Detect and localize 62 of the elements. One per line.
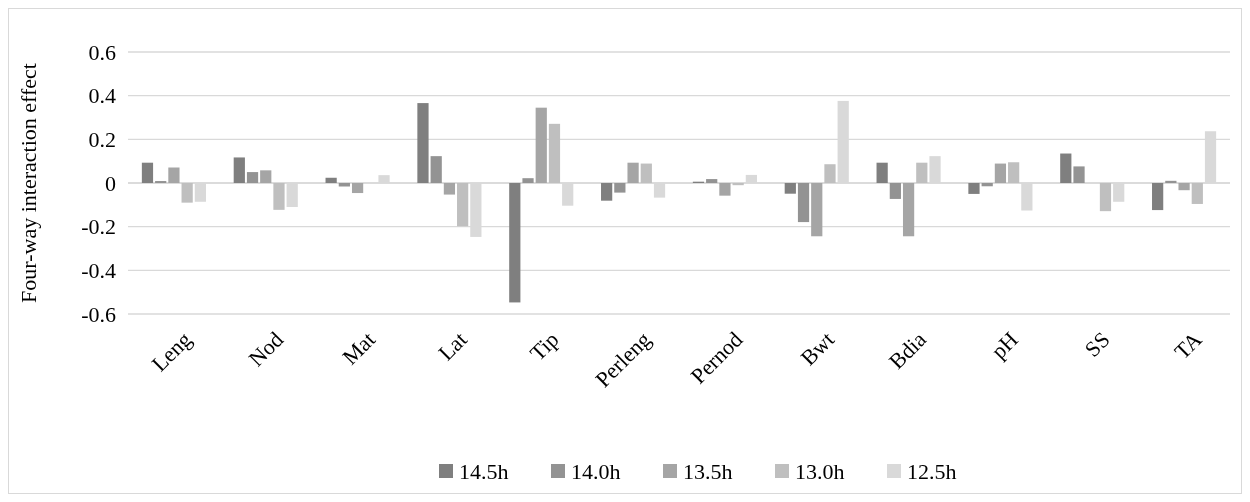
bar	[1060, 153, 1072, 183]
x-tick-label: Mat	[337, 326, 381, 370]
bar	[522, 178, 534, 183]
y-tick-label: 0.4	[88, 83, 116, 109]
bar	[824, 164, 836, 183]
bar	[968, 183, 980, 194]
bar	[233, 157, 245, 183]
bar	[351, 183, 364, 194]
bar	[719, 183, 731, 196]
bar	[876, 162, 888, 183]
bar	[1008, 162, 1020, 183]
bar	[916, 162, 928, 183]
x-tick-label: Lat	[433, 326, 472, 366]
legend-label: 14.0h	[571, 458, 621, 484]
x-tick-label: Bwt	[795, 326, 840, 371]
bar	[601, 183, 613, 201]
bar	[640, 163, 652, 183]
legend-label: 12.5h	[907, 458, 957, 484]
bar	[417, 103, 429, 183]
x-tick-label: Tip	[524, 326, 564, 366]
bar	[1178, 183, 1190, 191]
bar	[994, 163, 1007, 183]
bar	[548, 123, 561, 183]
x-tick-label: Bdia	[883, 326, 932, 374]
bar	[784, 183, 796, 194]
y-tick-label: 0	[105, 170, 116, 196]
legend-label: 13.5h	[683, 458, 733, 484]
bar	[535, 107, 547, 183]
y-axis-title: Four-way interaction effect	[16, 63, 41, 303]
bar	[273, 183, 285, 210]
bar	[902, 183, 915, 237]
bar	[797, 183, 810, 223]
x-tick-label: pH	[986, 326, 1023, 364]
y-tick-label: 0.6	[88, 39, 116, 65]
y-tick-label: -0.4	[81, 258, 116, 284]
y-tick-label: 0.2	[88, 127, 116, 153]
legend-label: 14.5h	[459, 458, 509, 484]
bar	[1152, 183, 1164, 211]
y-tick-label: -0.6	[81, 301, 116, 327]
bar	[181, 183, 193, 203]
x-tick-label: SS	[1079, 326, 1115, 362]
bar	[1099, 183, 1112, 212]
bar	[141, 162, 154, 183]
bar	[168, 167, 180, 183]
bar	[889, 183, 901, 199]
bar	[246, 172, 259, 183]
x-tick-label: TA	[1169, 326, 1207, 364]
bar	[1073, 166, 1085, 183]
bar	[706, 179, 718, 183]
legend-label: 13.0h	[795, 458, 845, 484]
bar	[1191, 183, 1203, 204]
bar	[443, 183, 456, 195]
bar	[260, 170, 272, 183]
bar	[509, 183, 521, 303]
bar	[627, 162, 639, 183]
bar	[325, 177, 337, 183]
x-tick-label: Nod	[243, 326, 289, 372]
bar	[811, 183, 823, 237]
bar	[614, 183, 626, 193]
bar	[430, 156, 442, 183]
y-tick-label: -0.2	[81, 214, 116, 240]
bar	[457, 183, 469, 227]
